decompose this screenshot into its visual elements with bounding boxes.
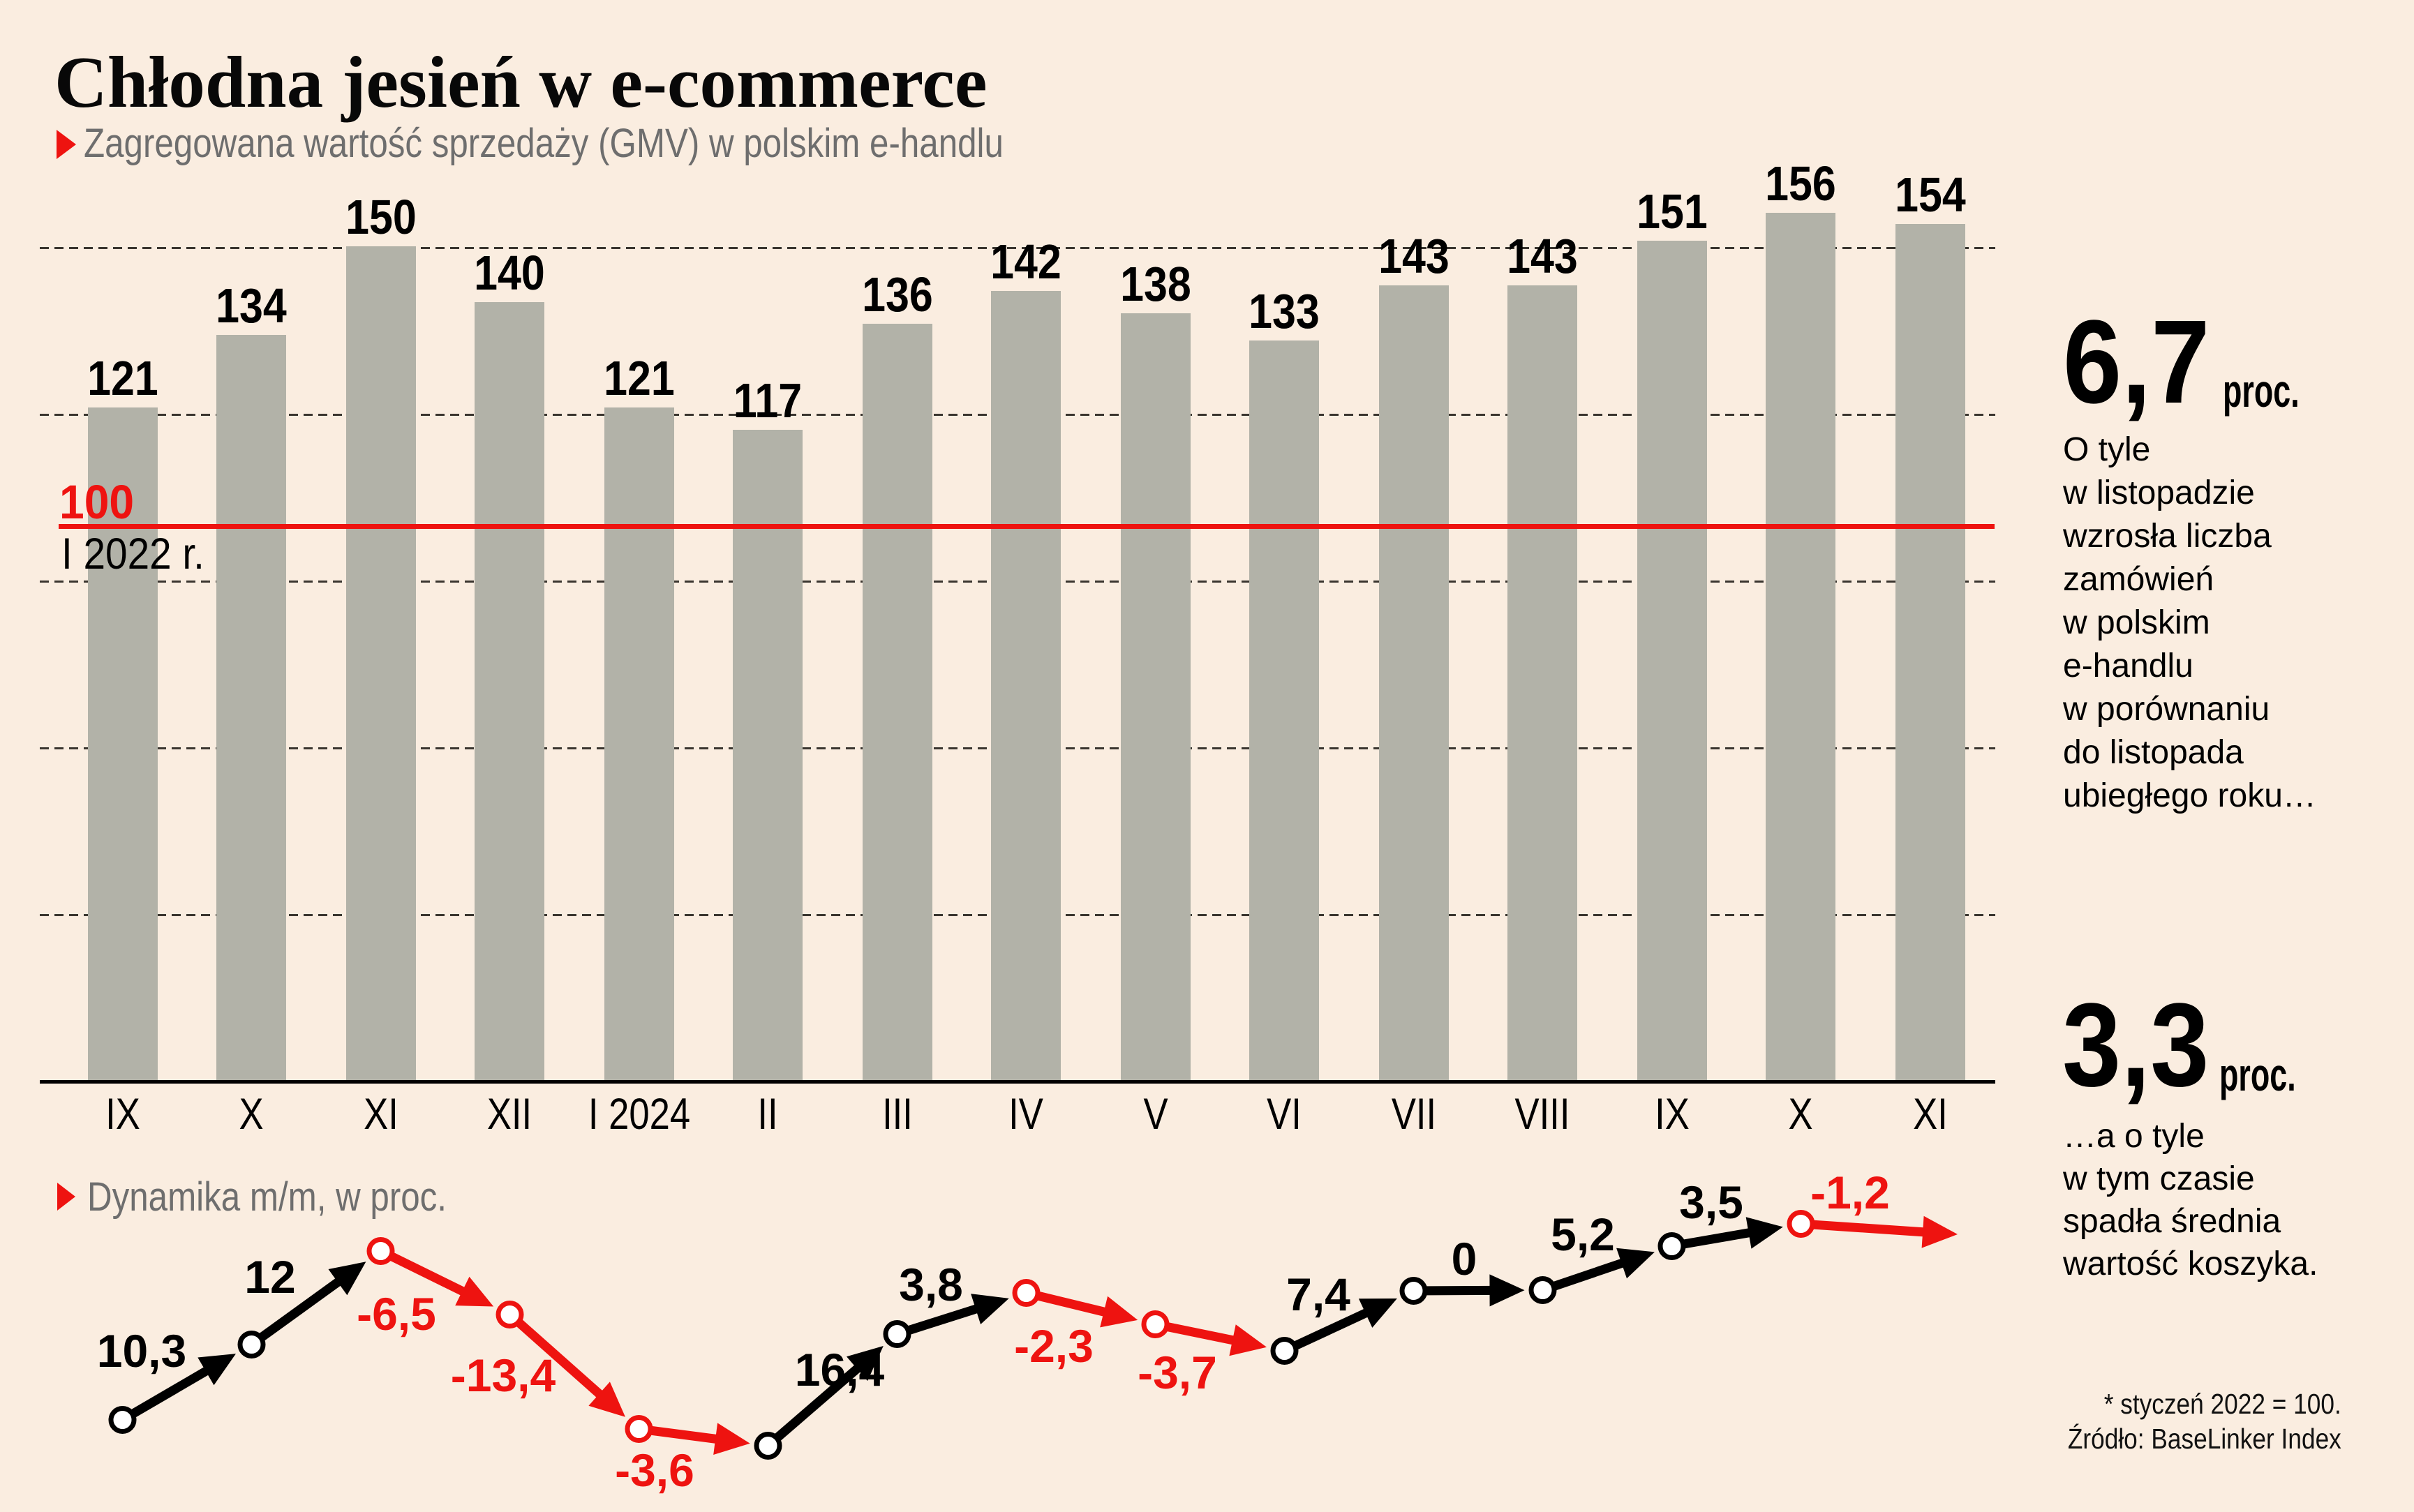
- svg-text:3,8: 3,8: [899, 1259, 963, 1310]
- svg-text:10,3: 10,3: [97, 1325, 186, 1377]
- svg-text:-6,5: -6,5: [357, 1288, 436, 1340]
- svg-text:7,4: 7,4: [1286, 1268, 1350, 1320]
- svg-text:-2,3: -2,3: [1014, 1320, 1094, 1372]
- svg-text:16,4: 16,4: [795, 1344, 885, 1395]
- svg-text:-1,2: -1,2: [1810, 1167, 1890, 1218]
- svg-text:-3,6: -3,6: [615, 1444, 694, 1496]
- svg-text:0: 0: [1452, 1233, 1477, 1285]
- svg-text:3,5: 3,5: [1679, 1176, 1743, 1228]
- svg-text:-3,7: -3,7: [1138, 1347, 1217, 1398]
- svg-text:-13,4: -13,4: [451, 1349, 556, 1401]
- svg-text:5,2: 5,2: [1551, 1208, 1615, 1260]
- svg-text:12: 12: [244, 1251, 295, 1303]
